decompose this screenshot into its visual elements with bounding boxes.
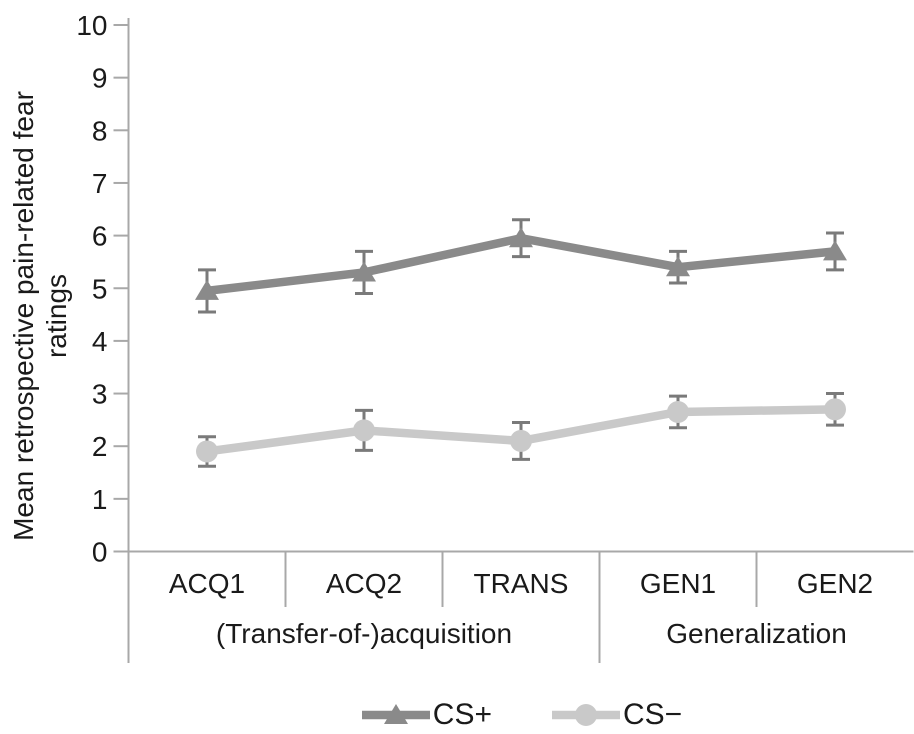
y-tick-label: 8 <box>92 115 108 146</box>
legend-item-cs-minus: CS− <box>550 696 682 734</box>
category-label-acq1: ACQ1 <box>169 568 245 599</box>
group-label-0: (Transfer-of-)acquisition <box>216 618 512 649</box>
category-label-acq2: ACQ2 <box>326 568 402 599</box>
category-label-gen1: GEN1 <box>640 568 716 599</box>
y-tick-label: 5 <box>92 273 108 304</box>
legend-label-cs-minus: CS− <box>623 698 683 731</box>
group-label-1: Generalization <box>666 618 847 649</box>
y-tick-label: 1 <box>92 484 108 515</box>
marker-cs-plus <box>823 240 847 261</box>
y-tick-label: 10 <box>76 10 107 41</box>
marker-cs-minus <box>824 398 846 421</box>
y-tick-label: 6 <box>92 221 108 252</box>
cs-plus-line-triangle-icon <box>361 704 430 724</box>
legend-triangle <box>383 704 408 724</box>
y-tick-label: 9 <box>92 63 108 94</box>
y-tick-label: 2 <box>92 431 108 462</box>
y-tick-label: 4 <box>92 326 108 357</box>
legend-item-cs-plus: CS+ <box>360 696 492 734</box>
legend: CS+ CS− <box>128 696 914 734</box>
y-tick-label: 7 <box>92 168 108 199</box>
legend-label-cs-plus: CS+ <box>432 698 492 731</box>
marker-cs-plus <box>509 227 533 248</box>
cs-minus-line-circle-icon <box>552 704 620 726</box>
marker-cs-plus <box>666 256 690 277</box>
legend-circle <box>575 704 597 726</box>
y-tick-label: 3 <box>92 379 108 410</box>
marker-cs-minus <box>196 440 218 463</box>
category-label-gen2: GEN2 <box>797 568 873 599</box>
y-tick-label: 0 <box>92 537 108 568</box>
marker-cs-minus <box>353 419 375 442</box>
marker-cs-plus <box>195 279 219 300</box>
category-label-trans: TRANS <box>474 568 569 599</box>
marker-cs-plus <box>352 261 376 282</box>
marker-cs-minus <box>667 400 689 423</box>
marker-cs-minus <box>510 429 532 452</box>
